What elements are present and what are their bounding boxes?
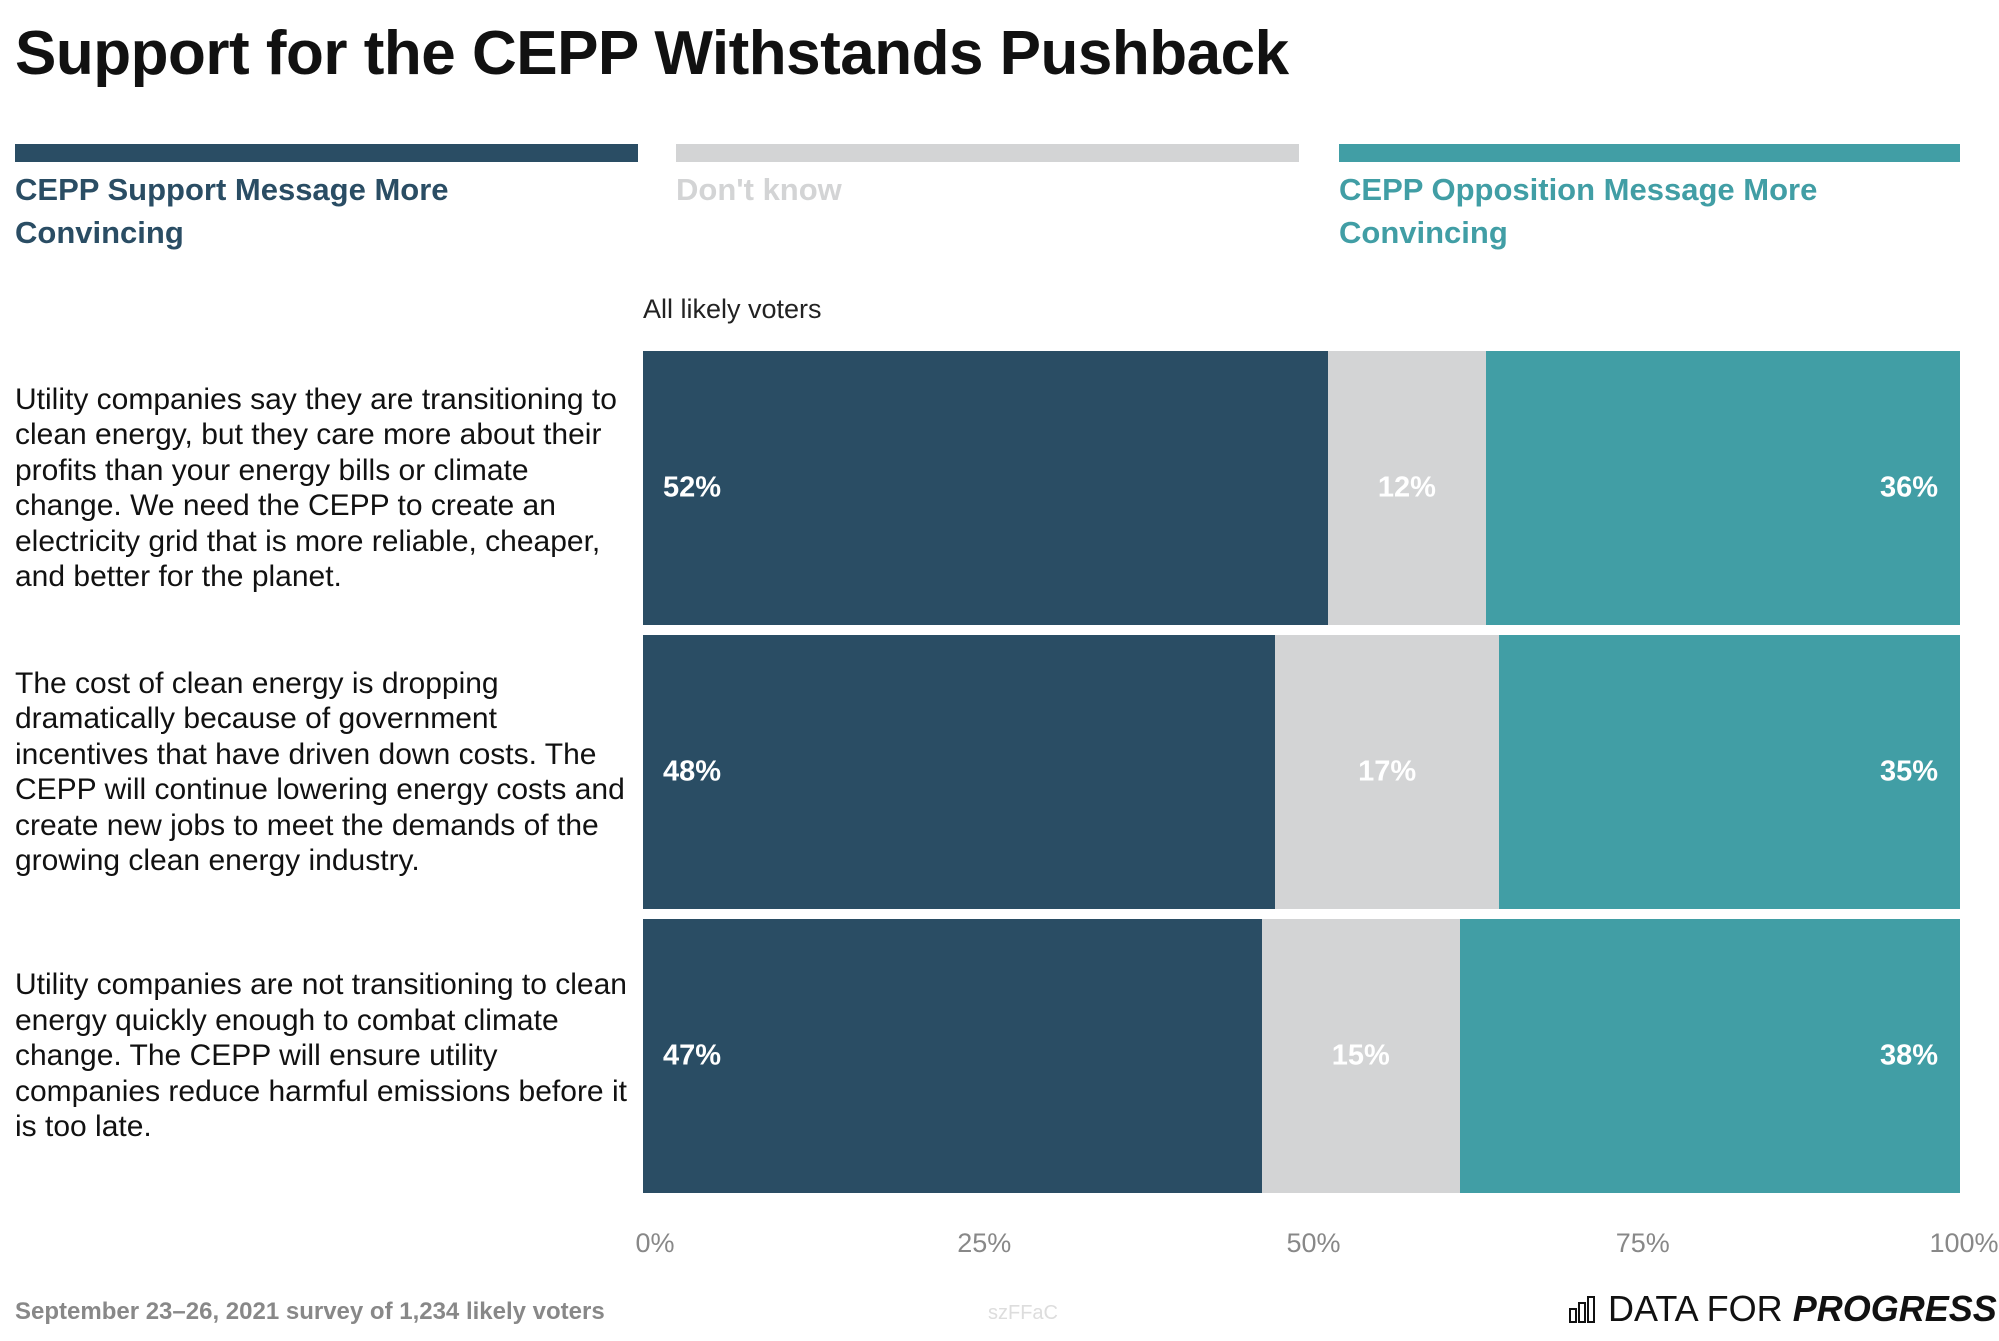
x-tick-label: 100% — [1929, 1228, 1999, 1258]
data-label-support: 52% — [663, 471, 722, 504]
legend-swatch-dont-know — [676, 144, 1299, 162]
bar-segment-opposition: 38% — [1459, 919, 1960, 1193]
data-label-opposition: 35% — [1879, 755, 1938, 788]
row-label: Utility companies are not transitioning … — [15, 919, 635, 1193]
bar-segment-support: 47% — [643, 919, 1262, 1193]
data-label-support: 48% — [663, 755, 722, 788]
bar-segment-opposition: 36% — [1485, 351, 1960, 625]
row-label-text: Utility companies are not transitioning … — [15, 968, 627, 1144]
row-label-text: The cost of clean energy is dropping dra… — [15, 666, 625, 878]
subgroup-label: All likely voters — [643, 294, 822, 324]
legend-swatch-opposition — [1339, 144, 1960, 162]
data-label-opposition: 38% — [1879, 1039, 1938, 1072]
logo-text-bold: PROGRESS — [1792, 1288, 1997, 1329]
bar-segment-opposition: 35% — [1499, 635, 1960, 909]
data-label-dont-know: 12% — [1377, 471, 1436, 504]
data-label-dont-know: 17% — [1358, 755, 1417, 788]
x-tick-label: 0% — [635, 1228, 675, 1258]
bar-segment-support: 52% — [643, 351, 1328, 625]
bar-segment-support: 48% — [643, 635, 1276, 909]
source-note: September 23–26, 2021 survey of 1,234 li… — [15, 1298, 605, 1325]
legend-label-dont-know: Don't know — [676, 172, 842, 207]
x-tick-label: 50% — [1286, 1228, 1341, 1258]
logo: DATA FOR PROGRESS — [1568, 1288, 1997, 1330]
bar-segment-dont-know: 17% — [1275, 635, 1500, 909]
data-label-support: 47% — [663, 1039, 722, 1072]
bar-chart-icon — [1569, 1296, 1595, 1323]
x-tick-label: 25% — [957, 1228, 1012, 1258]
bar-segment-dont-know: 12% — [1327, 351, 1486, 625]
legend-label-opposition: CEPP Opposition Message More Convincing — [1339, 172, 1818, 250]
row-label: Utility companies say they are transitio… — [15, 351, 635, 625]
x-tick-label: 75% — [1615, 1228, 1670, 1258]
legend-swatch-support — [15, 144, 638, 162]
legend-label-support: CEPP Support Message More Convincing — [15, 172, 449, 250]
bar-segment-dont-know: 15% — [1261, 919, 1460, 1193]
chart-code: szFFaC — [988, 1302, 1058, 1324]
chart-title: Support for the CEPP Withstands Pushback — [15, 19, 1289, 88]
data-label-dont-know: 15% — [1331, 1039, 1390, 1072]
logo-text-regular: DATA FOR — [1608, 1288, 1783, 1329]
data-label-opposition: 36% — [1879, 471, 1938, 504]
row-label: The cost of clean energy is dropping dra… — [15, 635, 635, 909]
row-label-text: Utility companies say they are transitio… — [15, 382, 617, 594]
